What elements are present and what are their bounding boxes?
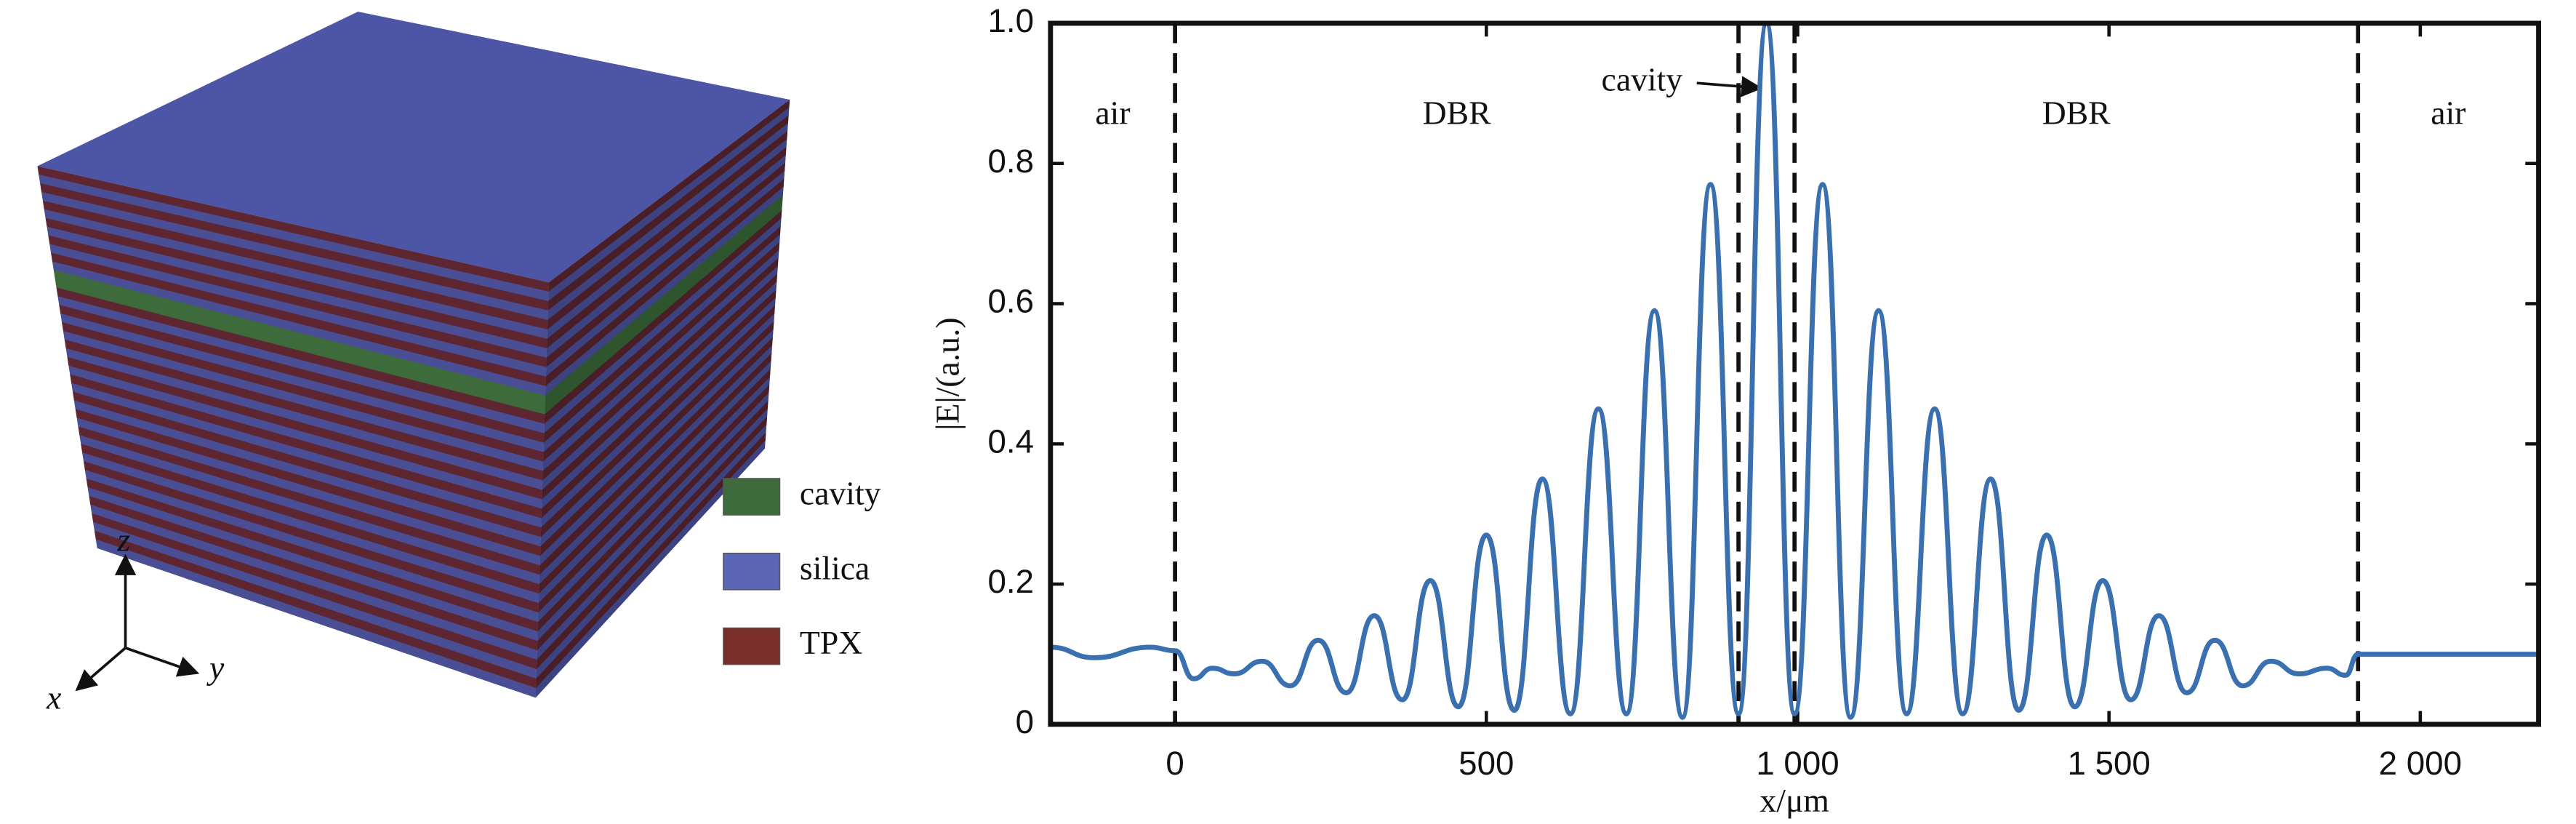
axis-x: x — [46, 679, 61, 716]
box-top — [37, 11, 790, 283]
layer-stripe — [95, 539, 537, 698]
box-front — [37, 166, 549, 698]
legend-swatch — [723, 478, 781, 516]
plot-frame — [1048, 20, 2541, 727]
layer-box — [37, 11, 790, 698]
legend-swatch — [723, 627, 781, 665]
layer-stripe — [535, 439, 766, 698]
annotation-arrow — [1696, 76, 1763, 97]
y-arrow — [124, 647, 200, 677]
y-tick-label: 0.6 — [988, 283, 1035, 320]
x-arrow — [75, 647, 127, 692]
chart: 0 0.2 0.4 0.6 0.8 1.0 0 500 1 000 1 500 2 000 air DB… — [928, 2, 2541, 819]
region-label: air — [1095, 94, 1130, 131]
axis-z: z — [116, 521, 130, 558]
y-tick-label: 0.2 — [988, 563, 1035, 600]
y-tick-label: 0.4 — [988, 423, 1035, 460]
y-tick-label: 0 — [1016, 703, 1034, 740]
series-line — [1050, 20, 2539, 720]
x-axis-label: x/μm — [1760, 782, 1829, 819]
legend-swatch — [723, 552, 781, 591]
region-label: DBR — [2042, 94, 2111, 131]
x-tick-label: 1 500 — [2068, 745, 2151, 782]
x-tick-label: 1 000 — [1756, 745, 1839, 782]
x-tick-label: 0 — [1165, 745, 1184, 782]
axis-y: y — [206, 649, 225, 686]
y-tick-label: 0.8 — [988, 143, 1035, 180]
x-tick-label: 2 000 — [2379, 745, 2462, 782]
x-tick-label: 500 — [1458, 745, 1514, 782]
legend-label: TPX — [800, 624, 862, 661]
box-side — [535, 100, 790, 698]
axes-triad — [75, 553, 200, 692]
legend-label: cavity — [800, 474, 881, 511]
y-axis-label: |E|/(a.u.) — [928, 317, 966, 430]
region-label: cavity — [1602, 61, 1683, 98]
region-label: air — [2431, 94, 2465, 131]
region-label: DBR — [1423, 94, 1491, 131]
y-tick-label: 1.0 — [988, 2, 1035, 39]
legend-label: silica — [800, 549, 870, 586]
